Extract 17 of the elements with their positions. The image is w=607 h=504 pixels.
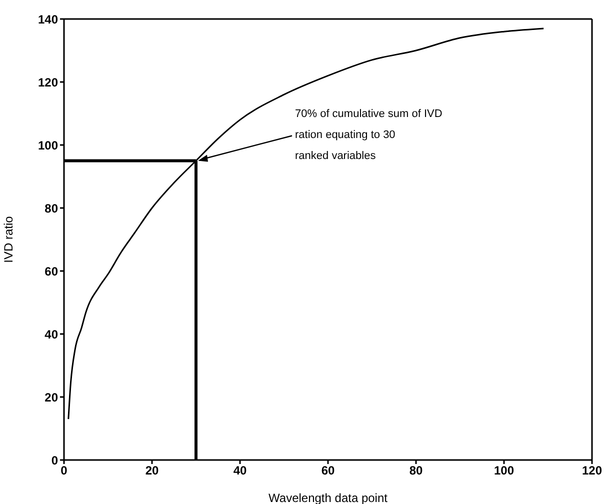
x-tick-label: 0	[60, 464, 68, 478]
y-tick-label: 40	[44, 327, 58, 342]
y-axis-title: IVD ratio	[1, 216, 16, 263]
y-tick-label: 80	[44, 201, 58, 216]
x-tick-label: 100	[494, 464, 514, 478]
y-tick-label: 120	[38, 75, 58, 90]
x-tick-label: 40	[233, 464, 247, 478]
x-tick-label: 20	[145, 464, 159, 478]
annotation: 70% of cumulative sum of IVD ration equating to 30 ranked variables	[295, 108, 442, 162]
y-tick-label: 0	[51, 453, 58, 468]
y-tick-label: 20	[44, 390, 58, 404]
x-tick-label: 80	[409, 464, 423, 478]
y-tick-label: 100	[38, 138, 58, 152]
y-tick-label: 60	[44, 264, 58, 278]
x-tick-label: 60	[321, 464, 335, 478]
y-tick-label: 140	[38, 12, 58, 26]
x-tick-label: 120	[582, 464, 602, 478]
